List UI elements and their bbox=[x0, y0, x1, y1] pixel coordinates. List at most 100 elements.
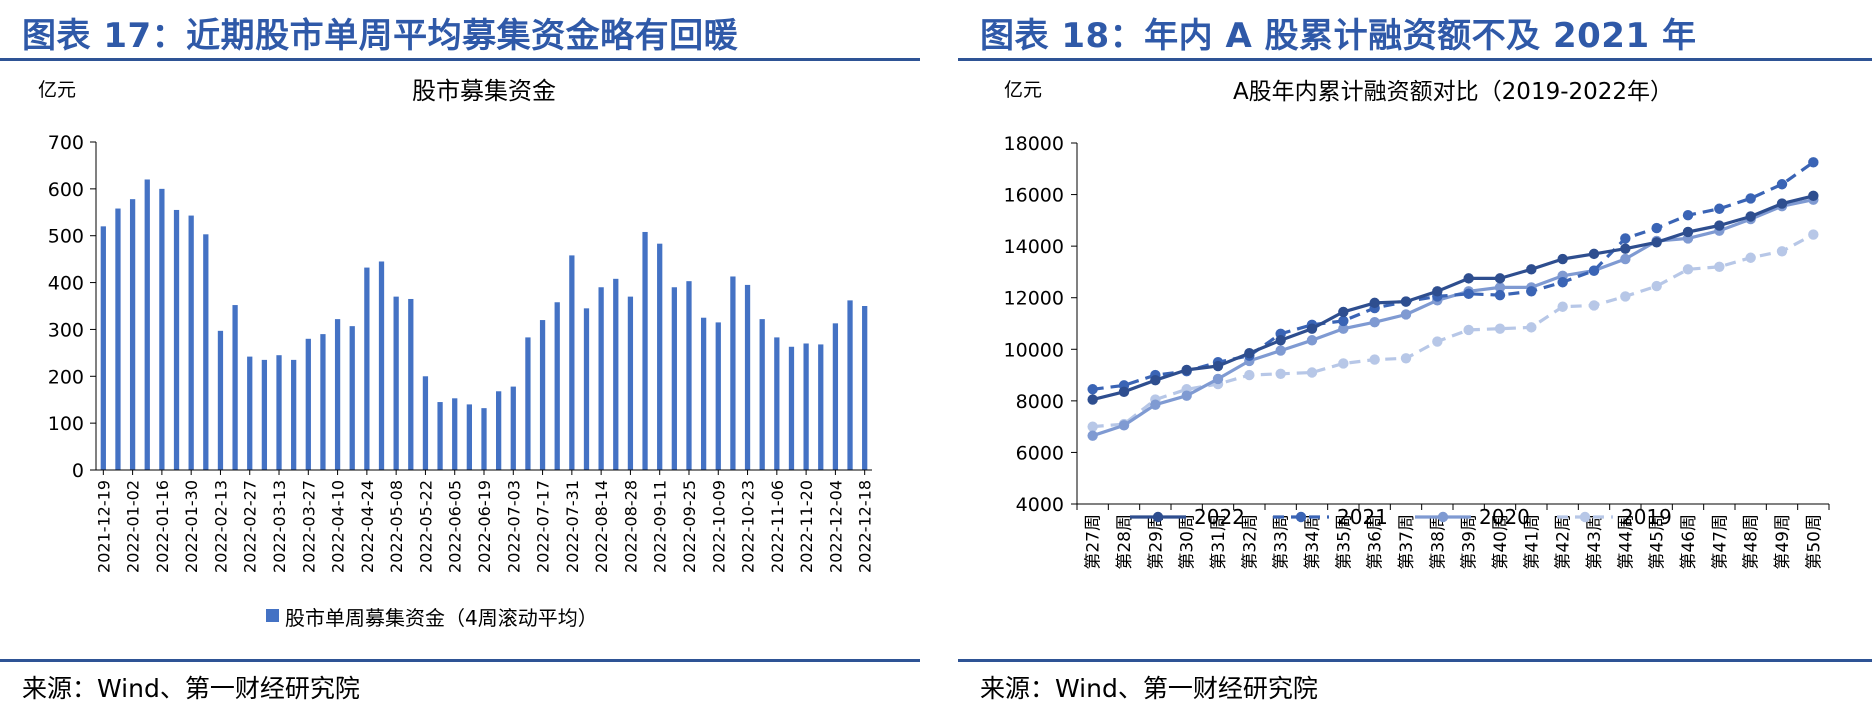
y-tick-label: 300 bbox=[48, 319, 84, 341]
bar bbox=[247, 356, 253, 470]
data-point-2019 bbox=[1275, 368, 1286, 379]
x-tick-label: 第27周 bbox=[1084, 514, 1104, 570]
data-point-2022 bbox=[1432, 286, 1443, 297]
y-tick-label: 400 bbox=[48, 273, 84, 295]
series-line-2020 bbox=[1092, 198, 1814, 438]
data-point-2021 bbox=[1776, 179, 1788, 190]
bar bbox=[100, 226, 106, 470]
data-point-2022 bbox=[1400, 296, 1412, 307]
bar bbox=[759, 319, 765, 470]
left-figure-panel: 图表 17：近期股市单周平均募集资金略有回暖 股市募集资金 亿元 0 100 200 30… bbox=[0, 0, 920, 707]
data-point-2022 bbox=[1620, 243, 1631, 254]
x-tick-label: 第42周 bbox=[1554, 514, 1574, 570]
bar bbox=[700, 317, 707, 470]
bar bbox=[496, 391, 502, 470]
bar bbox=[349, 326, 355, 470]
data-point-2020 bbox=[1620, 253, 1631, 265]
bar bbox=[305, 338, 311, 470]
data-point-2019 bbox=[1714, 261, 1725, 272]
x-tick-label: 2022-06-05 bbox=[446, 480, 465, 573]
x-tick-label: 第39周 bbox=[1460, 514, 1480, 570]
series-line-2019 bbox=[1092, 233, 1815, 429]
y-tick-label: 100 bbox=[48, 413, 84, 435]
data-point-2020 bbox=[1369, 317, 1380, 328]
data-point-2022 bbox=[1714, 220, 1725, 231]
data-point-2020 bbox=[1494, 282, 1506, 293]
legend-marker-2021 bbox=[1295, 511, 1307, 523]
data-point-2019 bbox=[1463, 324, 1474, 336]
data-point-2020 bbox=[1400, 309, 1412, 320]
x-tick-label: 2022-05-08 bbox=[387, 480, 406, 573]
x-tick-label: 第33周 bbox=[1272, 514, 1292, 570]
data-point-2020 bbox=[1212, 373, 1224, 385]
data-point-2019 bbox=[1400, 353, 1412, 364]
x-tick-label: 2022-02-27 bbox=[241, 480, 260, 573]
x-tick-label: 第36周 bbox=[1366, 514, 1386, 570]
data-point-2021 bbox=[1463, 288, 1474, 300]
y-tick-label: 600 bbox=[48, 179, 84, 201]
data-point-2019 bbox=[1620, 291, 1631, 302]
x-tick-label: 2022-01-16 bbox=[153, 480, 172, 573]
bar bbox=[422, 376, 429, 470]
x-tick-label: 第31周 bbox=[1209, 514, 1229, 570]
legend-marker-2022 bbox=[1152, 511, 1164, 523]
y-tick-label: 12000 bbox=[1004, 288, 1064, 310]
data-point-2022 bbox=[1244, 347, 1255, 359]
x-tick-label: 2022-07-03 bbox=[504, 480, 523, 573]
data-point-2022 bbox=[1463, 273, 1474, 284]
data-point-2022 bbox=[1588, 248, 1600, 260]
x-tick-label: 2022-03-27 bbox=[299, 480, 318, 573]
data-point-2020 bbox=[1275, 345, 1286, 356]
legend-label-2022: 2022 bbox=[1194, 505, 1245, 529]
x-tick-label: 2022-11-20 bbox=[797, 480, 816, 573]
data-point-2019 bbox=[1432, 336, 1443, 347]
x-tick-label: 2022-05-22 bbox=[416, 480, 435, 573]
x-tick-label: 第41周 bbox=[1522, 514, 1542, 570]
x-tick-label: 2021-12-19 bbox=[94, 480, 113, 573]
series-line-2021 bbox=[1092, 160, 1815, 391]
y-tick-label: 6000 bbox=[1016, 442, 1064, 464]
legend-label-2020: 2020 bbox=[1479, 505, 1530, 529]
x-tick-label: 第38周 bbox=[1428, 514, 1448, 570]
data-point-2021 bbox=[1745, 193, 1756, 204]
data-point-2020 bbox=[1118, 420, 1130, 431]
bar bbox=[613, 278, 619, 470]
data-point-2021 bbox=[1808, 157, 1819, 168]
x-tick-label: 2022-08-14 bbox=[592, 480, 611, 573]
y-unit-label: 亿元 bbox=[38, 79, 76, 101]
legend-marker-2020 bbox=[1437, 511, 1449, 523]
x-tick-label: 第49周 bbox=[1773, 514, 1793, 570]
chart-title: 股市募集资金 bbox=[412, 77, 556, 105]
bar bbox=[481, 408, 487, 470]
data-point-2022 bbox=[1651, 237, 1662, 248]
x-tick-label: 2022-07-17 bbox=[534, 480, 553, 573]
bar bbox=[393, 296, 399, 470]
data-point-2019 bbox=[1526, 322, 1537, 333]
legend-label: 股市单周募集资金（4周滚动平均） bbox=[285, 606, 598, 630]
bar bbox=[642, 231, 648, 470]
bar bbox=[539, 320, 546, 470]
x-tick-label: 第45周 bbox=[1648, 514, 1668, 570]
source-note: 来源：Wind、第一财经研究院 bbox=[980, 674, 1318, 703]
right-figure-panel: 图表 18：年内 A 股累计融资额不及 2021 年 A股年内累计融资额对比（2… bbox=[958, 0, 1872, 707]
bar bbox=[774, 337, 780, 470]
y-tick-label: 8000 bbox=[1016, 391, 1064, 413]
bar bbox=[261, 359, 268, 470]
source-note: 来源：Wind、第一财经研究院 bbox=[22, 674, 360, 703]
x-tick-label: 第35周 bbox=[1334, 514, 1354, 570]
y-unit-label: 亿元 bbox=[1004, 79, 1042, 101]
data-point-2019 bbox=[1682, 264, 1694, 275]
x-tick-label: 第48周 bbox=[1742, 514, 1762, 570]
legend-label-2019: 2019 bbox=[1621, 505, 1672, 529]
data-point-2021 bbox=[1682, 210, 1694, 221]
data-point-2019 bbox=[1776, 246, 1788, 257]
bar bbox=[803, 343, 809, 470]
bar-chart: 股市募集资金 亿元 0 100 200 300 400 500 600 700 2021-12-19… bbox=[38, 77, 875, 630]
x-tick-label: 第30周 bbox=[1178, 514, 1198, 570]
bar bbox=[320, 334, 326, 470]
x-tick-label: 第28周 bbox=[1115, 514, 1135, 570]
bar bbox=[847, 300, 853, 470]
data-point-2019 bbox=[1369, 354, 1380, 365]
data-point-2021 bbox=[1087, 384, 1098, 395]
x-tick-label: 2022-01-30 bbox=[182, 480, 201, 573]
